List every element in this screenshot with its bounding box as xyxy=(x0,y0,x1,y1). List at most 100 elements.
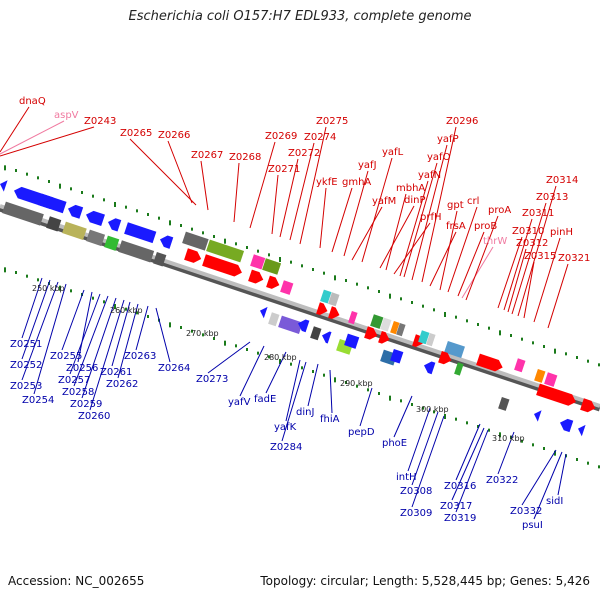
tick-dot xyxy=(92,194,94,198)
tick-dot xyxy=(598,363,600,367)
genome-summary-text: Topology: circular; Length: 5,528,445 bp… xyxy=(260,574,590,588)
gene-block-shape xyxy=(498,396,510,411)
gene-block-shape xyxy=(370,314,384,329)
label-leader-line xyxy=(455,423,481,481)
gene-block xyxy=(514,358,526,373)
gene-label-top: Z0296 xyxy=(446,116,478,127)
tick-dot xyxy=(323,271,325,275)
gene-block-shape xyxy=(86,229,106,247)
gene-block-shape xyxy=(514,358,526,373)
gene-label-bottom: yafK xyxy=(274,422,297,433)
gene-block xyxy=(454,362,464,376)
gene-block xyxy=(390,320,400,335)
label-leader-line xyxy=(155,307,171,363)
gene-label-top: Z0266 xyxy=(158,130,190,141)
gene-block xyxy=(418,330,430,345)
page-title: Escherichia coli O157:H7 EDL933, complet… xyxy=(128,9,472,24)
label-leader-line xyxy=(129,138,197,206)
label-leader-line xyxy=(307,363,319,407)
label-leader-line xyxy=(361,157,393,263)
tick-dot xyxy=(433,308,435,312)
gene-arrow xyxy=(260,306,268,319)
gene-arrow xyxy=(378,330,390,344)
label-leader-line xyxy=(521,449,557,506)
gene-block xyxy=(534,368,546,383)
tick-dot xyxy=(158,216,160,220)
gene-label-bottom: Z0256 xyxy=(66,363,98,374)
tick-dot xyxy=(81,191,83,194)
tick-dot xyxy=(334,275,336,281)
gene-block xyxy=(104,235,120,251)
gene-label-top: Z0269 xyxy=(265,131,297,142)
tick-dot xyxy=(455,315,457,319)
label-leader-line xyxy=(73,295,109,387)
label-leader-line xyxy=(233,162,240,223)
tick-dot xyxy=(312,268,314,271)
gene-arrow-shape xyxy=(476,353,503,372)
tick-dot xyxy=(587,461,589,465)
label-leader-line xyxy=(507,248,527,313)
label-leader-line xyxy=(461,246,494,299)
gene-arrow xyxy=(316,302,328,315)
gene-label-top: thrW xyxy=(483,236,507,247)
tick-dot xyxy=(103,300,105,304)
label-leader-line xyxy=(451,427,485,501)
tick-dot xyxy=(268,355,270,359)
tick-dot xyxy=(554,348,556,354)
gene-label-top: Z0313 xyxy=(536,192,568,203)
gene-label-top: proA xyxy=(488,205,511,216)
gene-block-shape xyxy=(534,368,546,383)
tick-dot xyxy=(70,289,72,293)
label-leader-line xyxy=(465,215,499,301)
gene-block xyxy=(426,332,436,347)
gene-label-top: yafM xyxy=(372,196,396,207)
label-leader-line xyxy=(21,277,43,339)
gene-block xyxy=(280,280,294,295)
gene-block-shape xyxy=(153,251,167,267)
gene-label-bottom: Z0309 xyxy=(400,508,432,519)
label-leader-line xyxy=(439,210,458,291)
tick-dot xyxy=(433,410,435,414)
gene-label-top: Z0314 xyxy=(546,175,578,186)
tick-dot xyxy=(147,315,149,318)
gene-block xyxy=(320,289,332,304)
gene-arrow xyxy=(184,248,202,263)
label-leader-line xyxy=(289,142,315,241)
gene-label-top: proB xyxy=(474,221,497,232)
gene-block xyxy=(153,251,167,267)
label-leader-line xyxy=(429,231,457,287)
gene-block-shape xyxy=(262,258,282,275)
tick-dot xyxy=(125,307,127,311)
gene-arrow-shape xyxy=(248,269,264,284)
label-leader-line xyxy=(523,261,535,319)
gene-arrow xyxy=(266,275,280,289)
tick-dot xyxy=(125,205,127,209)
label-leader-line xyxy=(271,174,279,235)
gene-label-bottom: intH xyxy=(396,472,417,483)
gene-block xyxy=(38,193,67,214)
gene-block-shape xyxy=(310,326,322,341)
gene-block-shape xyxy=(38,193,67,214)
gene-label-bottom: phoE xyxy=(382,438,407,449)
label-leader-line xyxy=(285,359,301,422)
label-leader-line xyxy=(511,202,547,315)
gene-block xyxy=(396,322,406,337)
gene-features xyxy=(0,180,596,437)
label-leader-line xyxy=(411,144,448,281)
tick-dot xyxy=(268,253,270,257)
gene-label-top: gpt xyxy=(447,200,464,211)
gene-label-top: gmhA xyxy=(342,177,371,188)
label-leader-line xyxy=(21,281,59,381)
tick-dot xyxy=(26,274,28,278)
gene-arrow-shape xyxy=(560,418,574,433)
tick-dot xyxy=(477,323,479,326)
label-leader-line xyxy=(81,297,117,399)
gene-label-bottom: Z0259 xyxy=(70,399,102,410)
tick-dot xyxy=(499,330,501,336)
gene-block xyxy=(544,372,558,387)
label-leader-line xyxy=(533,451,563,520)
gene-label-bottom: Z0308 xyxy=(400,486,432,497)
label-leader-line xyxy=(111,301,131,367)
label-leader-line xyxy=(167,140,193,204)
label-leader-line xyxy=(517,185,557,317)
